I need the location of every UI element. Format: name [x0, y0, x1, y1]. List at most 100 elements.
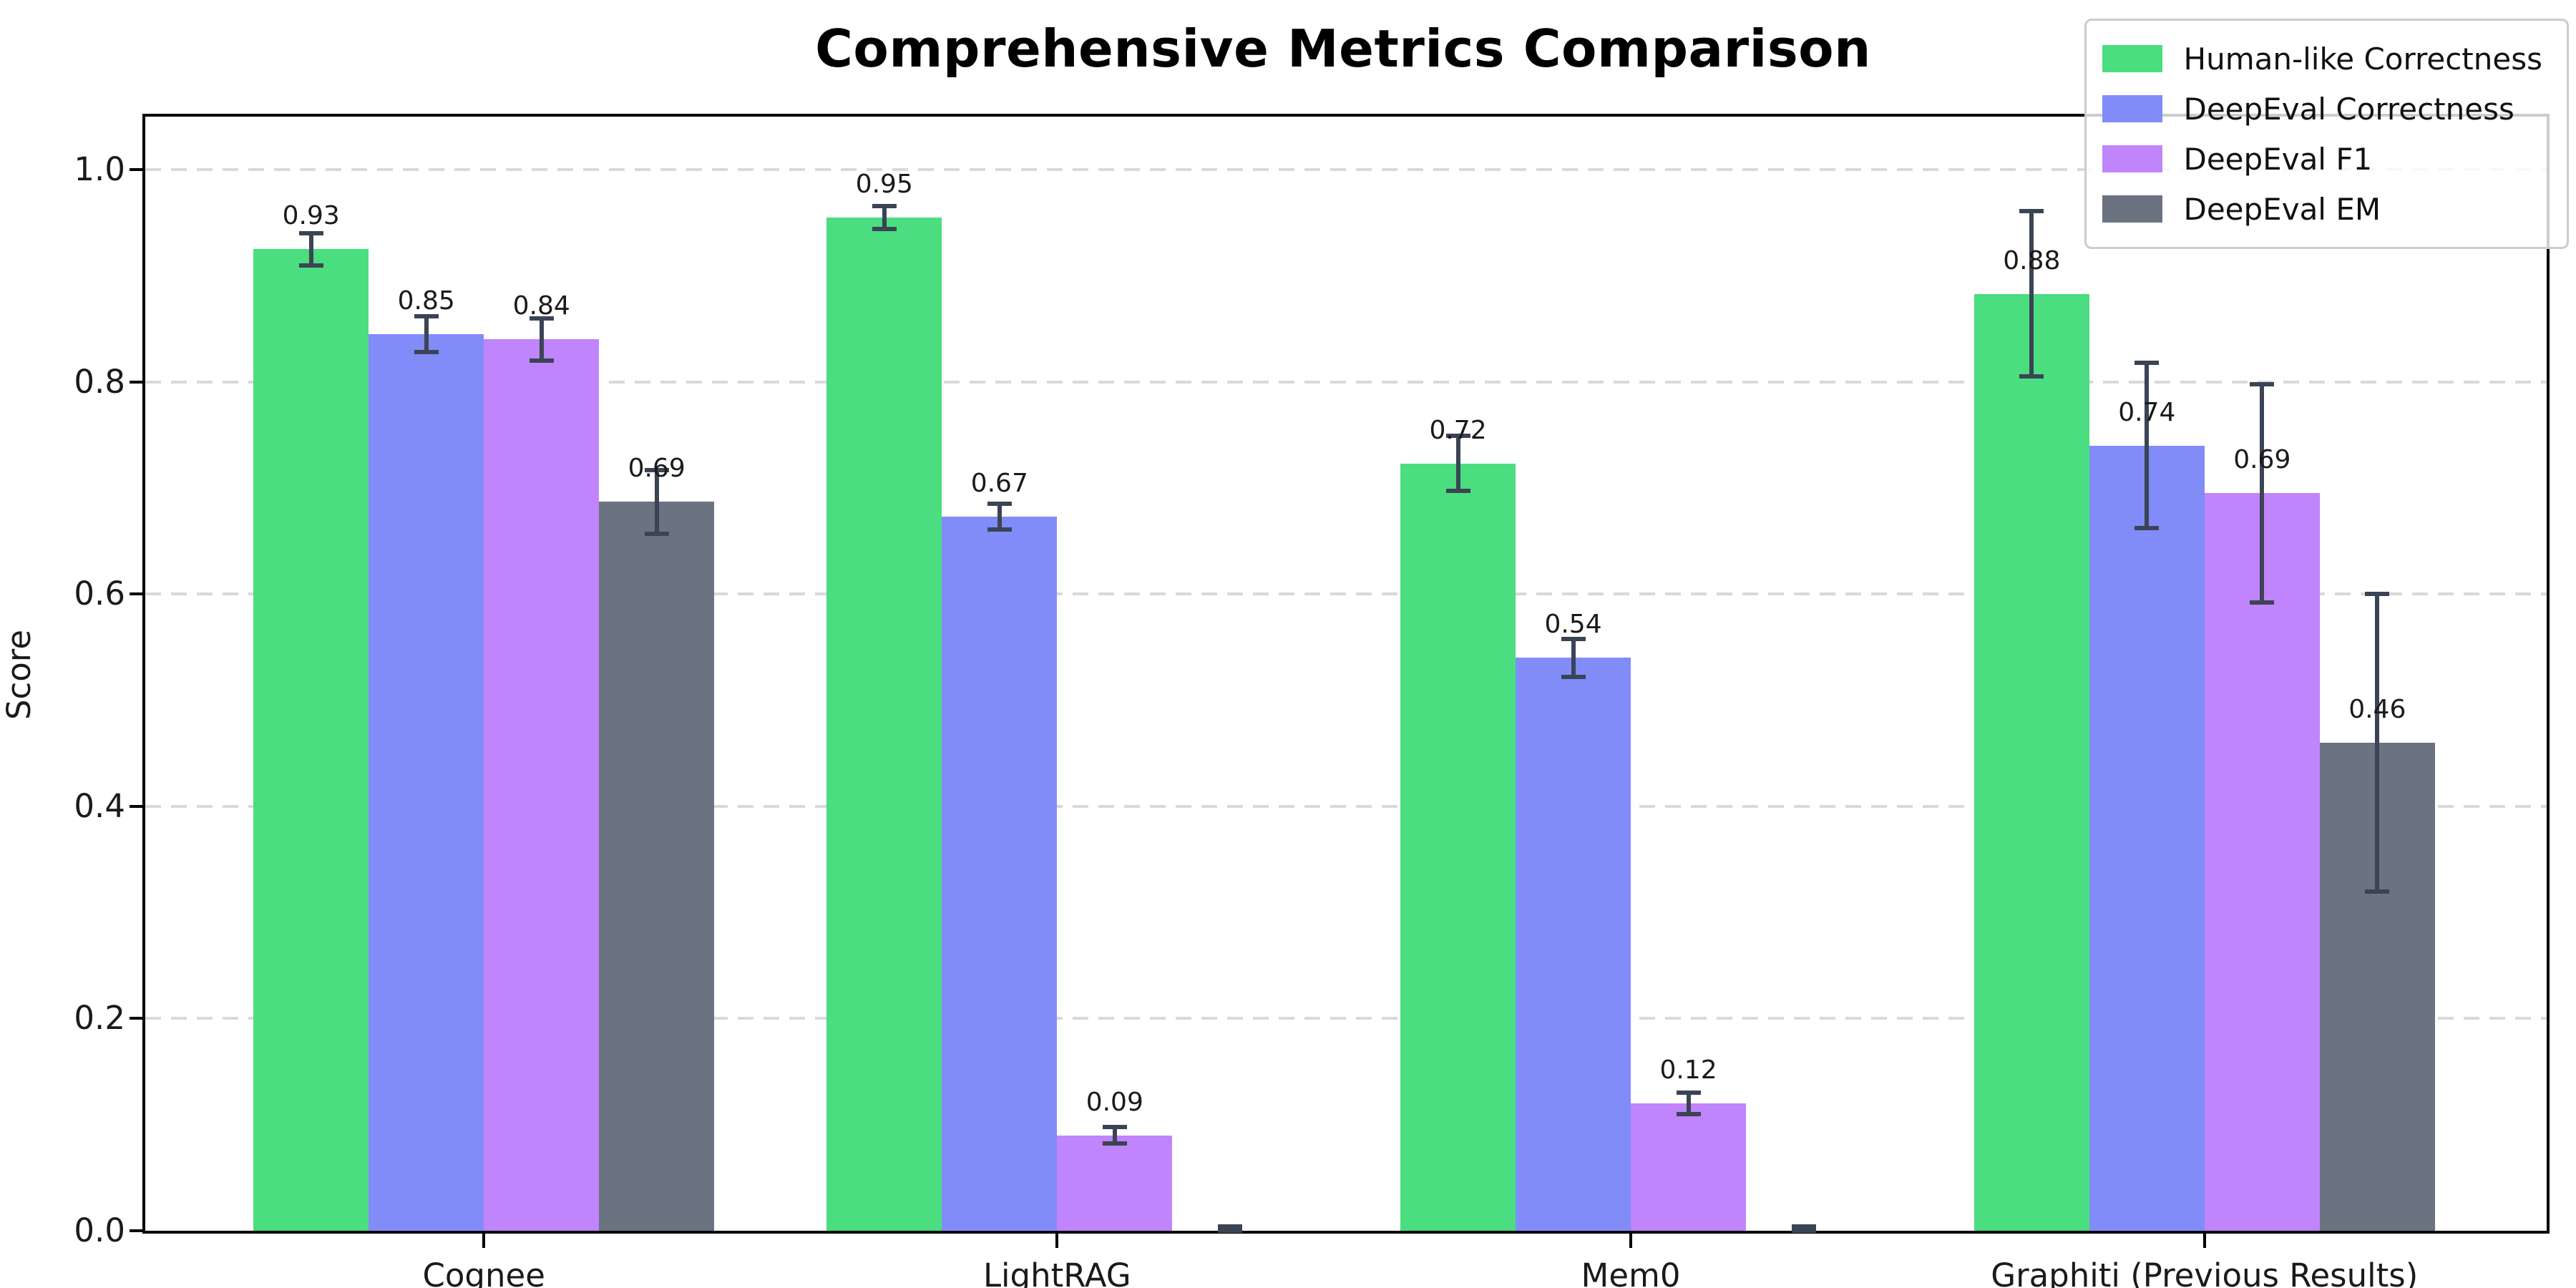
y-tick-label: 0.6	[74, 575, 125, 613]
bar-value-label: 0.72	[1429, 415, 1487, 445]
error-bar-cap-bottom	[1102, 1141, 1127, 1146]
y-tick-label: 0.4	[74, 786, 125, 825]
x-tick-mark	[2202, 1234, 2206, 1248]
bar-value-label: 0.93	[282, 201, 340, 231]
legend-label: DeepEval EM	[2183, 191, 2381, 227]
error-bar-cap-top	[1102, 1124, 1127, 1129]
bar-human-like-correctness-1	[826, 217, 942, 1231]
error-bar-cap-top	[644, 467, 669, 472]
error-bar-cap-top	[872, 203, 897, 208]
bar-deepeval-em-0	[599, 502, 715, 1231]
error-bar-line	[2029, 211, 2034, 377]
error-bar-cap-top	[2019, 208, 2044, 213]
error-bar-cap-bottom	[872, 227, 897, 232]
error-bar-cap-bottom	[1676, 1111, 1701, 1116]
error-bar-cap-top	[414, 313, 439, 318]
x-tick-label-1: LightRAG	[982, 1257, 1131, 1288]
bar-value-label: 0.12	[1659, 1055, 1717, 1085]
error-bar-cap-bottom	[529, 358, 554, 364]
error-bar-cap-top	[2135, 361, 2160, 366]
error-bar-cap-bottom	[2019, 374, 2044, 379]
y-tick-mark	[130, 380, 142, 384]
error-bar-cap-top	[529, 316, 554, 321]
error-bar-cap-bottom	[414, 350, 439, 355]
bar-human-like-correctness-2	[1400, 463, 1516, 1231]
error-bar-line	[654, 469, 659, 534]
gridline-y-0.6	[145, 592, 2547, 596]
x-tick-mark	[1055, 1234, 1059, 1248]
legend-row: Human-like Correctness	[2102, 34, 2543, 84]
legend-label: Human-like Correctness	[2183, 41, 2543, 77]
x-tick-mark	[1629, 1234, 1633, 1248]
y-tick-mark	[130, 804, 142, 808]
error-bar-line	[539, 318, 544, 361]
bar-value-label: 0.84	[512, 291, 570, 321]
y-tick-label: 0.0	[74, 1211, 125, 1249]
error-bar-cap-top	[2365, 592, 2390, 597]
bar-deepeval-correctness-1	[942, 517, 1058, 1231]
legend-row: DeepEval Correctness	[2102, 84, 2543, 134]
error-bar-cap-bottom	[644, 531, 669, 536]
legend-row: DeepEval EM	[2102, 184, 2543, 234]
x-tick-label-3: Graphiti (Previous Results)	[1991, 1257, 2419, 1288]
error-bar-cap-top	[987, 502, 1012, 507]
gridline-y-0.4	[145, 804, 2547, 808]
error-bar-line	[2375, 594, 2380, 892]
error-bar-cap-top	[1791, 1224, 1816, 1229]
bar-deepeval-f1-0	[484, 339, 600, 1231]
bar-deepeval-correctness-2	[1516, 658, 1631, 1231]
bar-value-label: 0.95	[855, 169, 913, 199]
y-tick-label: 0.8	[74, 362, 125, 401]
bar-value-label: 0.09	[1085, 1087, 1143, 1117]
bar-value-label: 0.67	[970, 469, 1028, 499]
bar-deepeval-f1-1	[1057, 1135, 1173, 1231]
error-bar-line	[1112, 1126, 1117, 1144]
gridline-y-0.2	[145, 1017, 2547, 1020]
bar-value-label: 0.85	[397, 286, 455, 316]
x-tick-label-0: Cognee	[422, 1257, 545, 1288]
bar-value-label: 0.69	[628, 454, 686, 484]
y-tick-label: 0.2	[74, 999, 125, 1038]
error-bar-line	[1686, 1093, 1691, 1114]
error-bar-line	[997, 504, 1002, 530]
chart-title: Comprehensive Metrics Comparison	[815, 19, 1871, 79]
error-bar-cap-bottom	[987, 527, 1012, 532]
legend-label: DeepEval Correctness	[2183, 91, 2514, 127]
error-bar-line	[882, 205, 887, 230]
bar-deepeval-f1-3	[2204, 493, 2320, 1231]
y-tick-mark	[130, 592, 142, 596]
legend-swatch-icon	[2102, 45, 2162, 72]
bar-value-label: 0.88	[2003, 245, 2061, 275]
legend-swatch-icon	[2102, 145, 2162, 172]
error-bar-line	[2260, 384, 2265, 603]
error-bar-cap-bottom	[1791, 1229, 1816, 1233]
plot-area: 0.0 0.2 0.4 0.6 0.8 1.0 Cognee LightRAG Mem0 Grap…	[74, 114, 2550, 1288]
error-bar-cap-bottom	[1217, 1229, 1242, 1233]
error-bar-line	[1571, 638, 1576, 677]
y-tick-mark	[130, 168, 142, 172]
legend-swatch-icon	[2102, 95, 2162, 122]
error-bar-line	[1455, 436, 1460, 492]
bar-deepeval-correctness-0	[369, 334, 484, 1231]
bar-value-label: 0.54	[1544, 610, 1602, 640]
legend: Human-like Correctness DeepEval Correctne…	[2084, 19, 2569, 249]
gridline-y-0.8	[145, 380, 2547, 384]
error-bar-cap-top	[1561, 636, 1586, 641]
error-bar-cap-top	[298, 231, 323, 236]
x-tick-mark	[482, 1234, 486, 1248]
legend-swatch-icon	[2102, 195, 2162, 223]
y-tick-label: 1.0	[74, 150, 125, 189]
error-bar-line	[308, 233, 313, 265]
bar-deepeval-f1-2	[1631, 1103, 1747, 1231]
error-bar-cap-bottom	[2135, 526, 2160, 531]
bar-human-like-correctness-0	[253, 249, 369, 1231]
bar-value-label: 0.74	[2118, 397, 2176, 427]
bar-value-label: 0.46	[2348, 694, 2406, 724]
y-tick-mark	[130, 1017, 142, 1020]
gridline-y-1	[145, 168, 2547, 172]
error-bar-cap-bottom	[1561, 674, 1586, 679]
legend-label: DeepEval F1	[2183, 141, 2373, 177]
bar-deepeval-correctness-3	[2089, 445, 2205, 1231]
bar-value-label: 0.69	[2233, 445, 2291, 475]
